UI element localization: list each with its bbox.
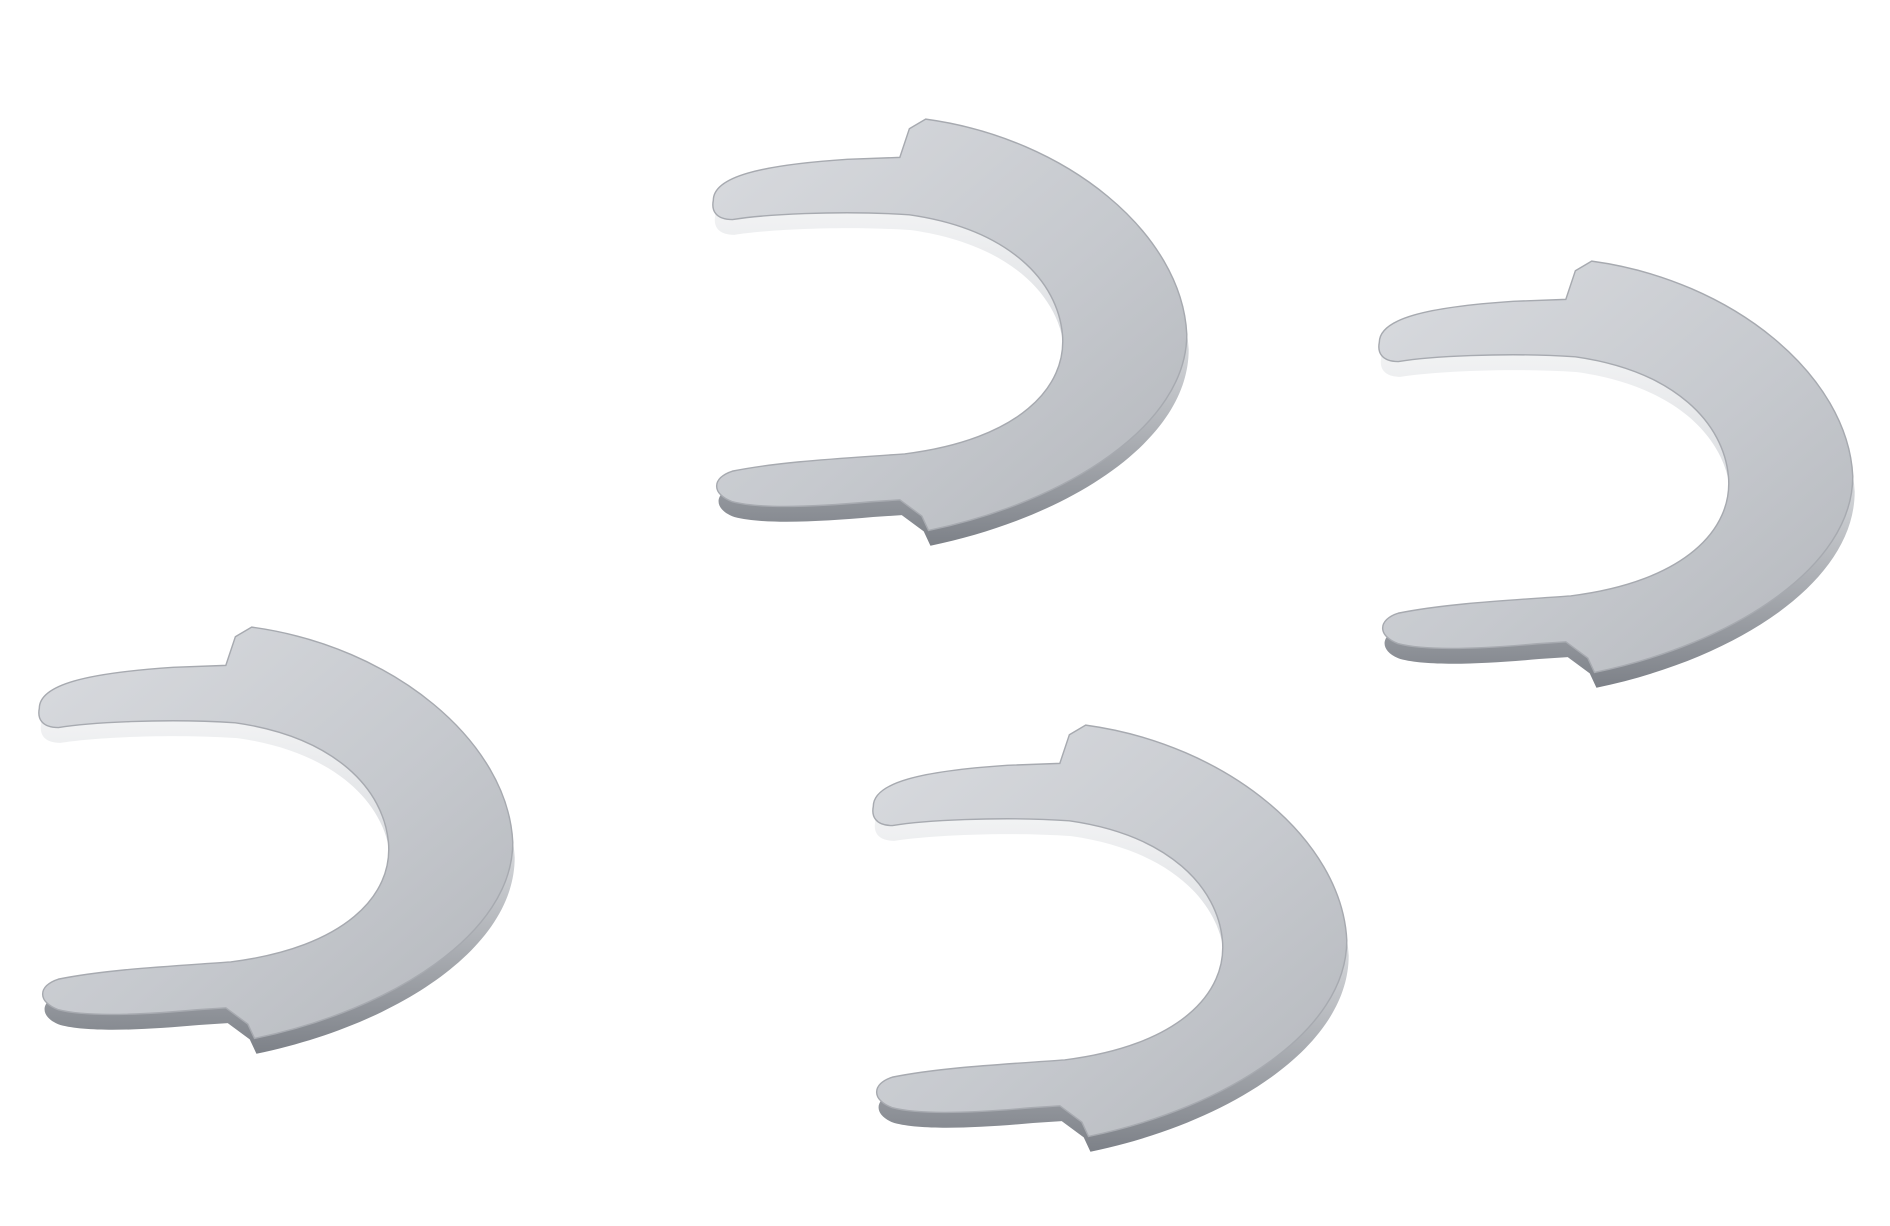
clip-washer xyxy=(38,626,515,1054)
clip-washer xyxy=(1378,260,1855,688)
clip-washer xyxy=(712,118,1189,546)
clip-washer xyxy=(872,724,1349,1152)
